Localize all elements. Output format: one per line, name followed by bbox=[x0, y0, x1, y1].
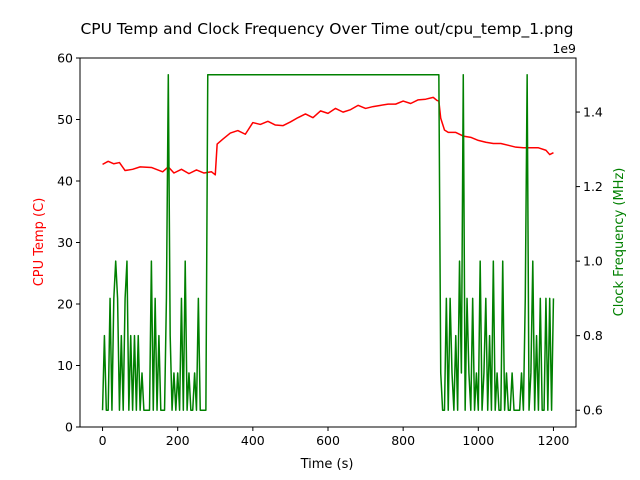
x-tick-label: 1000 bbox=[462, 433, 494, 448]
x-tick-label: 400 bbox=[241, 433, 265, 448]
y-right-tick-label: 1.0 bbox=[583, 254, 603, 269]
chart-title: CPU Temp and Clock Frequency Over Time o… bbox=[80, 20, 573, 39]
y-right-tick-label: 1.4 bbox=[583, 105, 603, 120]
plot-frame bbox=[79, 57, 577, 428]
cpu-temp-line bbox=[102, 96, 554, 176]
x-tick-label: 1200 bbox=[538, 433, 570, 448]
y-right-axis-title: Clock Frequency (MHz) bbox=[612, 168, 627, 317]
y-left-axis-title: CPU Temp (C) bbox=[32, 198, 47, 287]
y-right-tick-label: 1.2 bbox=[583, 179, 603, 194]
x-tick-label: 200 bbox=[166, 433, 190, 448]
ticks-layer: 0 200 400 600 800 1000 1200 0 10 20 30 40 50 60 0.6 0.8… bbox=[57, 51, 603, 449]
x-tick-label: 600 bbox=[316, 433, 340, 448]
y-left-tick-label: 0 bbox=[65, 420, 73, 435]
y-right-tick-label: 0.8 bbox=[583, 328, 603, 343]
y-left-tick-label: 10 bbox=[57, 358, 73, 373]
y-left-tick-label: 60 bbox=[57, 51, 73, 66]
y-left-tick-label: 50 bbox=[57, 112, 73, 127]
y-left-tick-label: 40 bbox=[57, 174, 73, 189]
y-right-offset-text: 1e9 bbox=[552, 41, 576, 56]
x-tick-label: 800 bbox=[391, 433, 415, 448]
y-right-tick-label: 0.6 bbox=[583, 403, 603, 418]
x-tick-label: 0 bbox=[99, 433, 107, 448]
x-axis-title: Time (s) bbox=[300, 457, 354, 472]
y-left-tick-label: 30 bbox=[57, 235, 73, 250]
y-left-tick-label: 20 bbox=[57, 297, 73, 312]
clock-frequency-line bbox=[101, 74, 555, 411]
series-layer bbox=[101, 74, 555, 411]
